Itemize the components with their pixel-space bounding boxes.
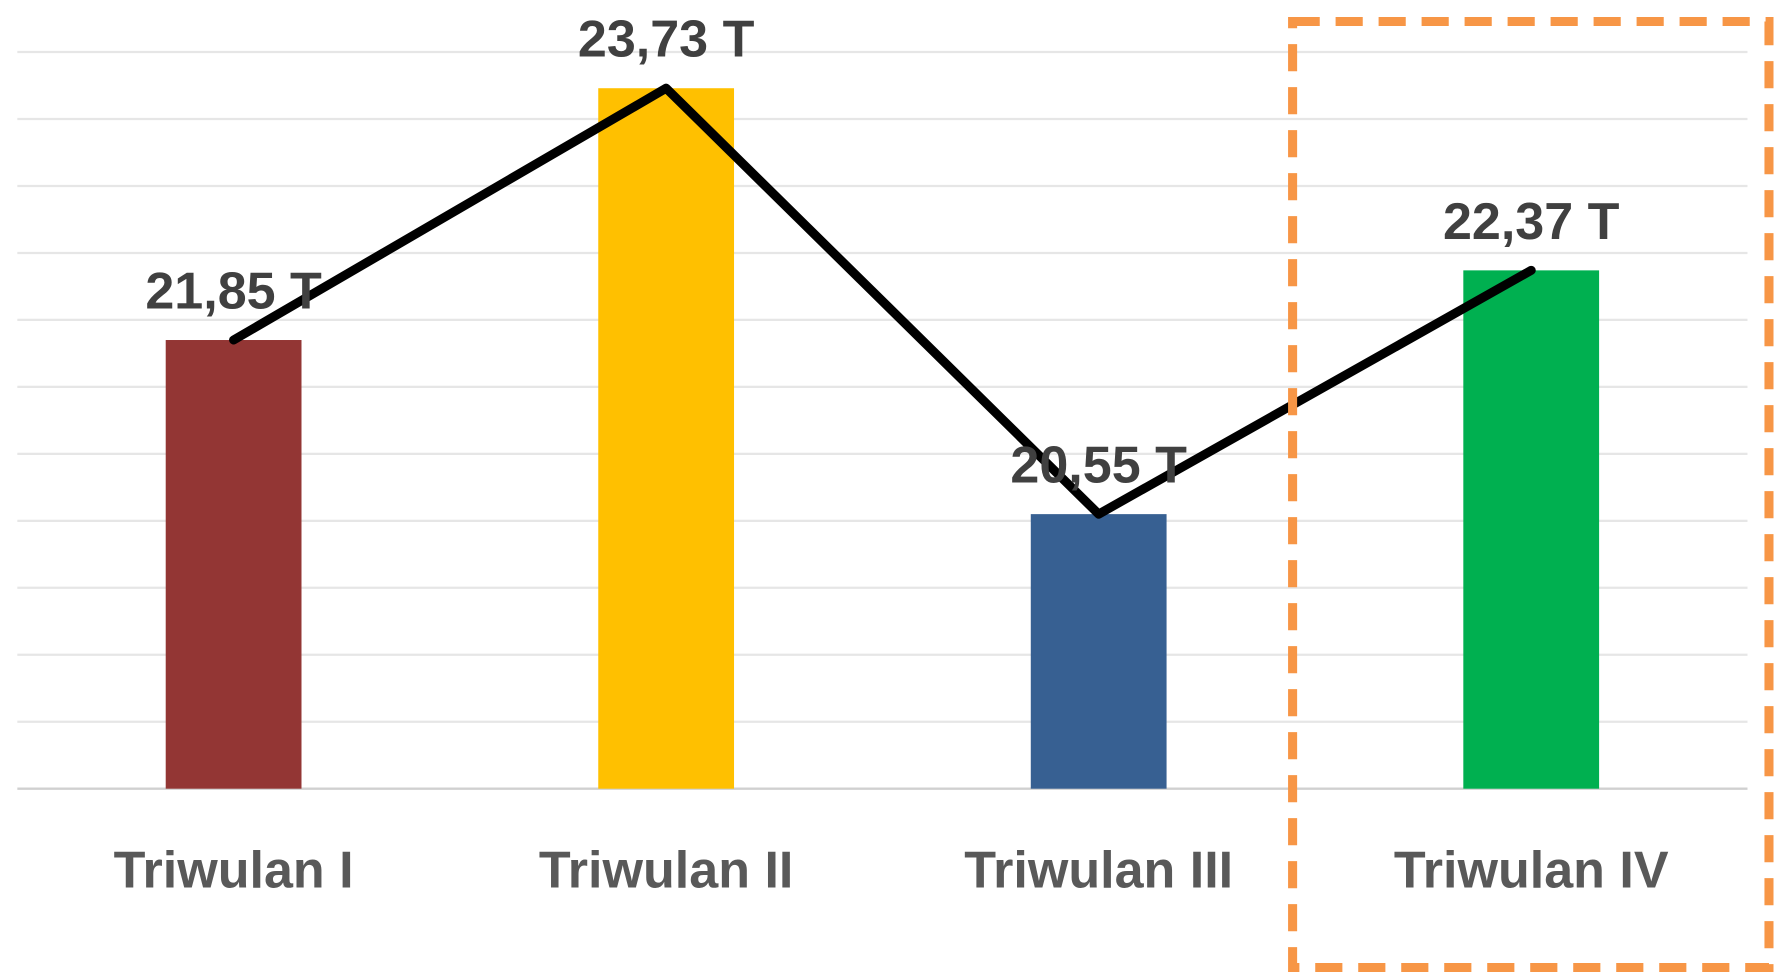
bar <box>1463 270 1600 789</box>
data-label: 21,85 T <box>145 262 322 320</box>
x-tick-label: Triwulan II <box>539 841 794 899</box>
line-layer <box>229 83 1536 519</box>
data-label: 22,37 T <box>1443 193 1620 251</box>
grid <box>17 50 1748 790</box>
labels: Triwulan I 21,85 T Triwulan II 23,73 T Triwu… <box>114 11 1669 900</box>
data-label: 20,55 T <box>1010 437 1187 495</box>
x-tick-label: Triwulan III <box>964 841 1233 899</box>
bar <box>598 88 735 789</box>
bars <box>165 88 1600 789</box>
x-tick-label: Triwulan IV <box>1394 841 1669 899</box>
highlight-box <box>1288 16 1774 972</box>
bar <box>165 340 302 789</box>
bar <box>1030 514 1167 789</box>
trend-line <box>229 83 1536 519</box>
x-tick-label: Triwulan I <box>114 841 354 899</box>
data-label: 23,73 T <box>578 11 755 69</box>
